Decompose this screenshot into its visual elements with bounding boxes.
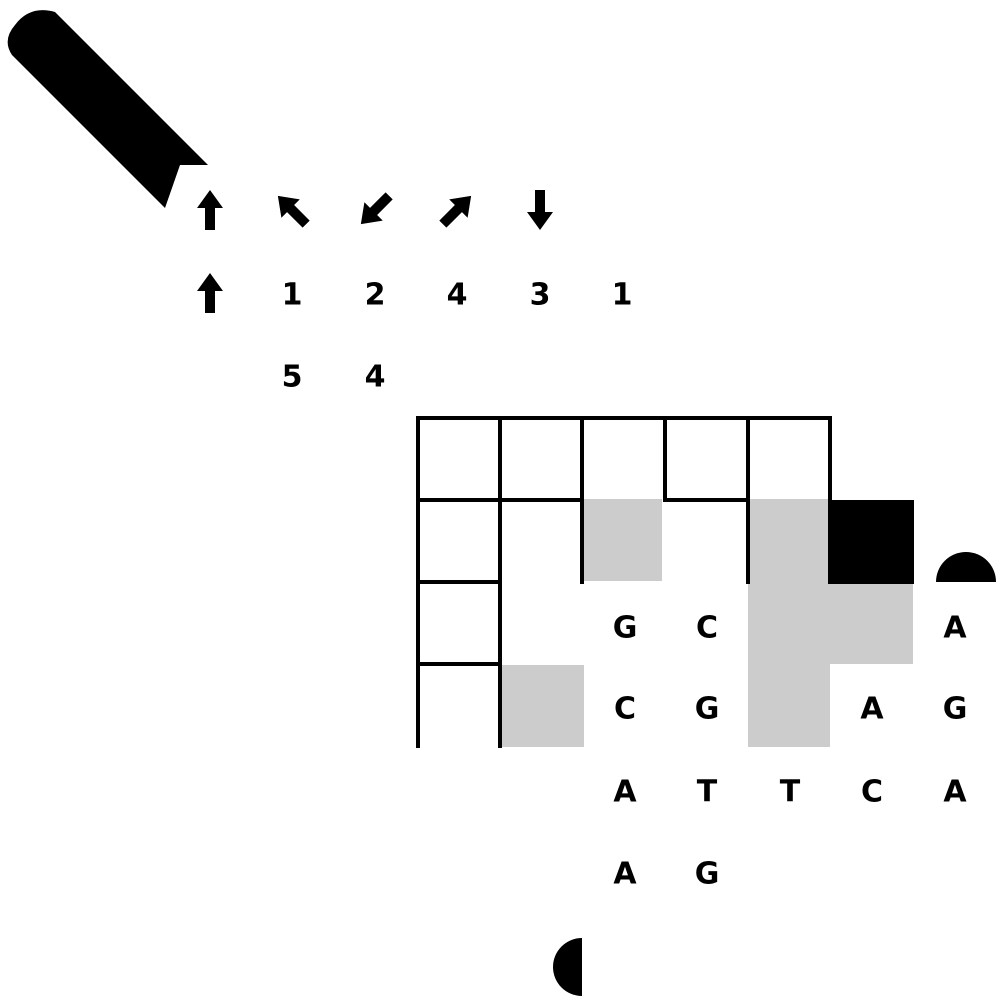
- letter-cell[interactable]: C: [861, 775, 883, 810]
- shaded-cell[interactable]: [748, 499, 830, 747]
- arrow-clue-down-left: [360, 192, 393, 225]
- shaded-cell[interactable]: [584, 499, 662, 581]
- half-circle-icon[interactable]: [936, 552, 996, 582]
- grid-lines: [416, 416, 832, 748]
- arrow-clue-up-left: [277, 195, 310, 228]
- letter-cell[interactable]: C: [696, 611, 718, 646]
- row-clue-arrow-up: [197, 273, 223, 313]
- number-clue: 2: [365, 278, 386, 313]
- pencil-icon[interactable]: [7, 10, 208, 209]
- arrow-clue-up: [197, 190, 223, 230]
- letter-cell[interactable]: G: [695, 857, 720, 892]
- letter-cell[interactable]: C: [614, 692, 636, 727]
- number-clue: 1: [282, 278, 303, 313]
- letter-cell[interactable]: A: [943, 775, 967, 810]
- number-clue: 3: [530, 278, 551, 313]
- number-clue: 1: [612, 278, 633, 313]
- half-circle-icon[interactable]: [553, 938, 582, 996]
- letter-cell[interactable]: A: [860, 692, 884, 727]
- letter-cell[interactable]: G: [695, 692, 720, 727]
- letter-cell[interactable]: G: [943, 692, 968, 727]
- letter-cell[interactable]: A: [613, 775, 637, 810]
- letter-cell[interactable]: T: [697, 775, 718, 810]
- number-clue: 5: [282, 360, 303, 395]
- letter-cell[interactable]: G: [613, 611, 638, 646]
- shaded-cell[interactable]: [830, 582, 913, 664]
- number-clue: 4: [447, 278, 468, 313]
- filled-cell[interactable]: [828, 500, 914, 584]
- letter-cell[interactable]: A: [613, 857, 637, 892]
- letter-cell[interactable]: A: [943, 611, 967, 646]
- arrow-clue-down: [527, 190, 553, 230]
- number-clue: 4: [365, 360, 386, 395]
- shaded-cell[interactable]: [502, 665, 584, 747]
- arrow-clue-up-right: [439, 195, 472, 228]
- letter-cell[interactable]: T: [780, 775, 801, 810]
